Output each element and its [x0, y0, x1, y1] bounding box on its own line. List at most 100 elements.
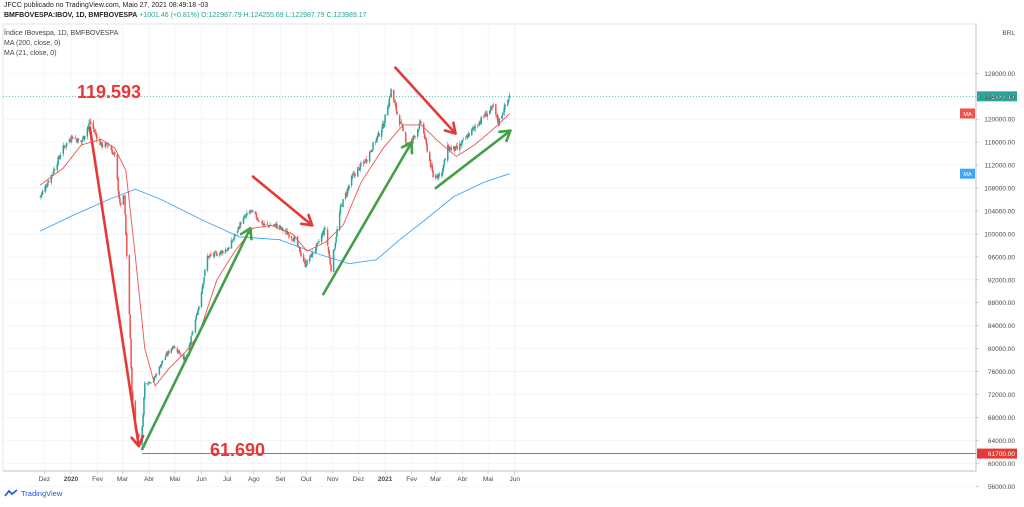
candle-body: [123, 195, 125, 197]
candle-body: [263, 223, 265, 226]
candle-body: [161, 361, 163, 365]
x-tick-label: Jul: [223, 476, 232, 483]
candle-body: [402, 126, 404, 132]
candle-body: [329, 257, 331, 265]
candle-body: [71, 136, 74, 139]
candle-body: [180, 354, 182, 356]
candle-body: [398, 115, 401, 125]
candle-body: [258, 221, 260, 222]
candle-body: [288, 234, 290, 238]
candle-body: [154, 376, 156, 378]
candle-body: [210, 254, 212, 256]
candle-body: [92, 122, 95, 129]
symbol-name: BMFBOVESPA:IBOV, 1D, BMFBOVESPA: [4, 12, 138, 19]
tradingview-brand[interactable]: TradingView: [4, 489, 62, 498]
candle-body: [351, 174, 354, 178]
candle-body: [58, 156, 60, 159]
candle-body: [146, 383, 149, 385]
candle-body: [346, 189, 349, 196]
candle-body: [236, 230, 239, 233]
candle-body: [316, 242, 319, 245]
candle-body: [431, 165, 434, 172]
y-tick-label: 100000.00: [984, 231, 1015, 238]
candle-body: [197, 309, 199, 316]
candle-body: [100, 142, 102, 146]
candle-body: [292, 240, 295, 241]
candle-body: [484, 112, 487, 117]
candle-body: [311, 252, 313, 258]
trend-arrow-4: [322, 140, 414, 296]
candle-body: [230, 240, 233, 249]
candle-body: [224, 249, 227, 253]
candle-body: [152, 380, 155, 382]
candle-body: [200, 292, 203, 308]
currency-label: BRL: [1002, 30, 1015, 37]
candle-body: [129, 314, 131, 339]
candle-body: [438, 173, 440, 176]
y-tick-label: 72000.00: [988, 392, 1015, 399]
candle-body: [453, 147, 456, 151]
candle-body: [256, 219, 258, 220]
candle-body: [225, 250, 228, 252]
candle-body: [59, 157, 61, 159]
candle-body: [310, 254, 313, 257]
trend-arrow-6: [434, 129, 512, 190]
candle-body: [168, 350, 170, 354]
candle-body: [202, 283, 204, 288]
ma21-legend[interactable]: MA (21, close, 0): [4, 50, 57, 57]
candle-body: [177, 350, 180, 354]
trend-arrow-5: [394, 66, 457, 135]
candle-body: [443, 160, 446, 165]
candle-body: [158, 366, 161, 375]
candle-body: [441, 173, 443, 176]
candle-body: [221, 250, 223, 253]
candle-body: [141, 426, 143, 444]
candle-body: [429, 159, 432, 167]
candle-body: [243, 216, 246, 218]
candle-body: [59, 155, 62, 157]
candle-body: [353, 173, 355, 175]
candle-body: [47, 180, 50, 183]
trend-arrow-head-2: [239, 226, 253, 241]
candle-body: [357, 167, 360, 169]
candle-body: [212, 254, 215, 256]
trend-arrow-head-5: [443, 121, 457, 135]
candle-body: [321, 232, 324, 237]
candle-body: [497, 119, 500, 125]
candle-body: [461, 140, 464, 143]
candle-body: [148, 381, 150, 383]
candle-body: [489, 110, 491, 114]
x-tick-label: Ago: [248, 476, 260, 483]
candle-body: [86, 128, 89, 137]
candle-body: [436, 175, 439, 177]
candle-body: [183, 356, 186, 360]
candle-body: [365, 158, 367, 162]
candle-body: [176, 348, 179, 353]
candle-body: [322, 233, 325, 234]
candle-body: [471, 128, 474, 130]
candle-body: [239, 222, 241, 229]
x-tick-label: Mar: [430, 476, 442, 483]
candle-body: [53, 169, 56, 171]
candle-body: [70, 140, 72, 143]
candle-body: [44, 185, 47, 192]
candle-body: [328, 251, 331, 257]
candle-body: [477, 125, 479, 126]
candle-body: [486, 114, 488, 117]
candle-body: [472, 126, 475, 129]
candle-body: [330, 264, 332, 272]
candle-body: [87, 125, 89, 129]
candle-body: [450, 147, 452, 151]
candle-body: [380, 130, 383, 137]
level-price-tag: [977, 448, 1017, 459]
candle-body: [465, 135, 468, 138]
candle-body: [233, 237, 235, 240]
ma200-legend[interactable]: MA (200, close, 0): [4, 40, 61, 47]
candle-body: [435, 176, 438, 178]
candle-body: [366, 160, 368, 162]
candle-body: [101, 141, 103, 147]
candle-body: [65, 142, 68, 147]
candle-body: [334, 242, 337, 248]
candle-body: [362, 162, 365, 164]
